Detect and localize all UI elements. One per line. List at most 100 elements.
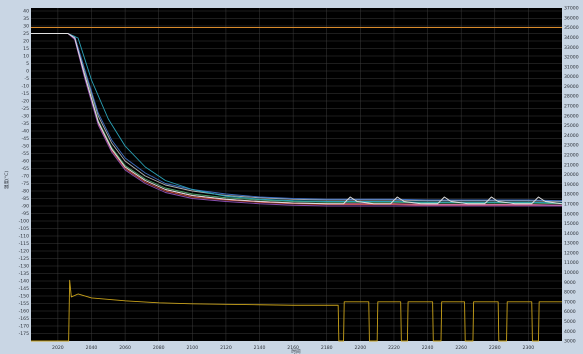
y-tick-label: -110 [19,234,30,240]
y2-tick-label: 31000 [564,64,579,70]
y2-tick-label: 21000 [564,162,579,168]
y-tick-label: -60 [21,159,29,165]
y-tick-label: -100 [19,219,30,225]
y-tick-label: 30 [23,24,29,30]
y-tick-label: 15 [23,46,29,52]
y2-tick-label: 14000 [564,231,579,237]
y2-tick-label: 3000 [564,339,576,345]
y-tick-label: -115 [19,241,30,247]
y-tick-label: 5 [26,61,29,67]
y2-tick-label: 16000 [564,211,579,217]
y2-tick-label: 35000 [564,25,579,31]
x-tick-label: 2220 [388,345,400,351]
y-tick-label: -40 [21,129,29,135]
x-tick-label: 2260 [455,345,467,351]
y2-tick-label: 12000 [564,250,579,256]
y2-tick-label: 11000 [564,260,579,266]
y-tick-label: -90 [21,204,29,210]
y-tick-label: -85 [21,196,29,202]
y-tick-label: -50 [21,144,29,150]
y-tick-label: -80 [21,189,29,195]
y2-tick-label: 34000 [564,35,579,41]
y2-tick-label: 32000 [564,55,579,61]
y-tick-label: -165 [19,316,30,322]
y2-tick-label: 25000 [564,123,579,129]
plot-area [31,8,562,341]
y-tick-label: -70 [21,174,29,180]
y-tick-label: -155 [19,301,30,307]
y2-tick-label: 24000 [564,133,579,139]
x-tick-label: 2120 [220,345,232,351]
x-tick-label: 2080 [153,345,165,351]
y2-tick-label: 22000 [564,153,579,159]
y-tick-label: -125 [19,256,30,262]
y-tick-label: 20 [23,39,29,45]
y-tick-label: -75 [21,181,29,187]
y2-tick-label: 8000 [564,290,576,296]
x-axis: 2020 2040 2060 2080 2100 2120 2140 2160 2180 2200… [52,345,534,351]
y2-tick-label: 37000 [564,6,579,12]
y2-tick-label: 13000 [564,241,579,247]
x-tick-label: 2040 [86,345,98,351]
series-line-10 [31,279,562,342]
y2-tick-label: 28000 [564,94,579,100]
y-tick-label: 0 [26,69,29,75]
y-tick-label: -20 [21,99,29,105]
y-tick-label: -15 [21,91,29,97]
y2-tick-label: 4000 [564,329,576,335]
y-tick-label: -135 [19,271,30,277]
x-tick-label: 2240 [422,345,434,351]
x-tick-label: 2300 [523,345,535,351]
y2-tick-label: 7000 [564,299,576,305]
y-tick-label: 35 [23,16,29,22]
y2-tick-label: 30000 [564,74,579,80]
y2-tick-label: 27000 [564,104,579,110]
y-tick-label: -35 [21,121,29,127]
x-tick-label: 2280 [489,345,501,351]
series-line-6 [31,33,563,202]
y-axis-left: 4035302520151050-5-10-15-20-25-30-35-40-… [19,9,30,338]
x-tick-label: 2200 [355,345,367,351]
y-tick-label: -160 [19,309,30,315]
x-tick-label: 2140 [254,345,266,351]
y-tick-label: -140 [19,279,30,285]
y-axis-title: 温度(°C) [3,171,10,189]
y2-tick-label: 17000 [564,201,579,207]
y2-tick-label: 10000 [564,270,579,276]
series-layer [31,27,563,342]
y2-tick-label: 23000 [564,143,579,149]
y-tick-label: -30 [21,114,29,120]
y-tick-label: -150 [19,294,30,300]
y-tick-label: 40 [23,9,29,15]
y-tick-label: 25 [23,31,29,37]
y-tick-label: -120 [19,249,30,255]
y2-tick-label: 33000 [564,45,579,51]
series-line-9 [31,33,563,205]
y-tick-label: -175 [19,331,30,337]
y2-tick-label: 19000 [564,182,579,188]
y-tick-label: 10 [23,54,29,60]
y2-tick-label: 26000 [564,113,579,119]
y-tick-label: -55 [21,151,29,157]
y-tick-label: -145 [19,286,30,292]
y2-tick-label: 18000 [564,192,579,198]
y-tick-label: -5 [24,76,29,82]
y-tick-label: -105 [19,226,30,232]
series-line-5 [31,33,562,207]
y2-tick-label: 36000 [564,15,579,21]
x-tick-label: 2060 [119,345,131,351]
y-tick-label: -65 [21,166,29,172]
y-tick-label: -95 [21,211,29,217]
y2-tick-label: 9000 [564,280,576,286]
x-tick-label: 2180 [321,345,333,351]
x-tick-label: 2020 [52,345,64,351]
y2-tick-label: 29000 [564,84,579,90]
x-tick-label: 2160 [287,345,299,351]
y-axis-right: 37000 36000 35000 34000 33000 32000 31000 30000… [564,6,579,345]
y-tick-label: -170 [19,324,30,330]
y2-tick-label: 20000 [564,172,579,178]
y-tick-label: -130 [19,264,30,270]
y2-tick-label: 6000 [564,309,576,315]
